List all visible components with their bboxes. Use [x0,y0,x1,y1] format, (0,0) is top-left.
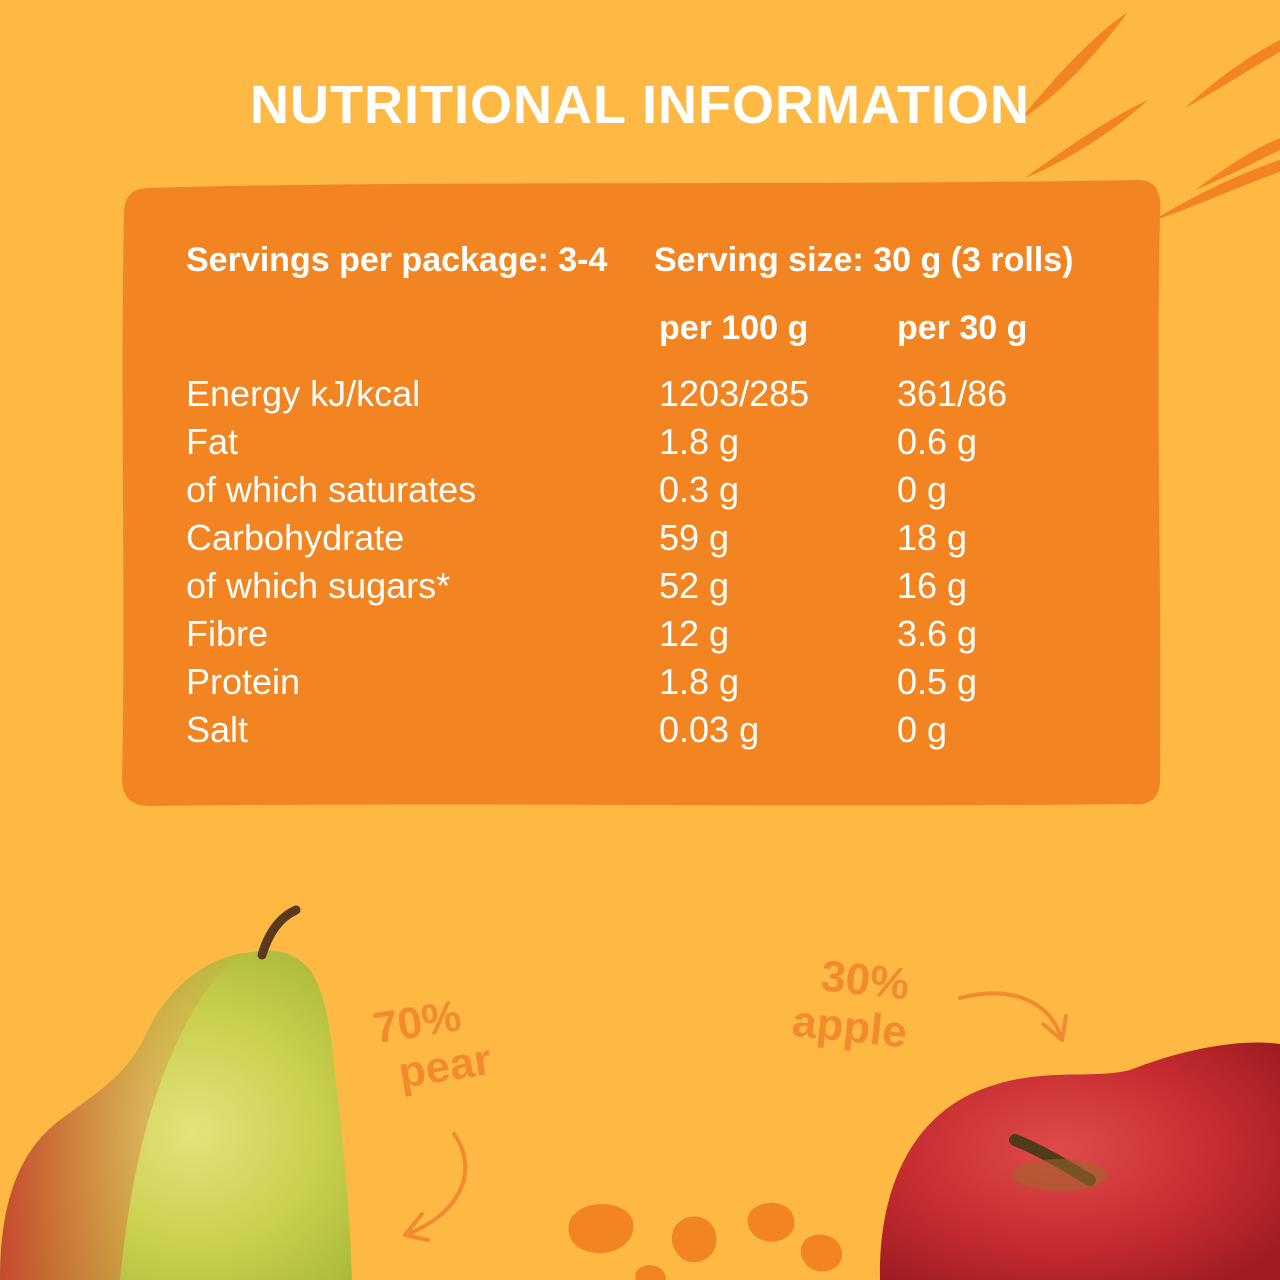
table-row: Fat 1.8 g 0.6 g [186,422,1106,470]
value-per-100g: 59 g [659,517,730,558]
pear-image [0,905,352,1280]
value-per-100g: 0.03 g [659,709,760,750]
value-per-100g: 52 g [659,565,730,606]
servings-per-package: Servings per package: 3-4 [186,241,608,279]
value-per-100g: 1.8 g [659,421,740,462]
value-per-100g: 12 g [659,613,730,654]
apple-percentage-label: 30% apple [789,950,914,1058]
value-per-30g: 0 g [897,469,948,510]
value-per-30g: 361/86 [897,373,1008,414]
nutrient-name: Fibre [186,613,269,654]
apple-image [879,1042,1280,1280]
table-row: Energy kJ/kcal 1203/285 361/86 [186,374,1106,422]
value-per-100g: 0.3 g [659,469,740,510]
value-per-30g: 16 g [897,565,968,606]
table-row: of which sugars* 52 g 16 g [186,566,1106,614]
nutrient-name: Energy kJ/kcal [186,373,421,414]
fruit-pieces-icon [568,1202,843,1280]
nutrient-name: of which saturates [186,469,477,510]
table-row: Fibre 12 g 3.6 g [186,614,1106,662]
value-per-30g: 0 g [897,709,948,750]
nutrient-name: Protein [186,661,301,702]
serving-size: Serving size: 30 g (3 rolls) [654,241,1074,279]
table-row: Protein 1.8 g 0.5 g [186,662,1106,710]
column-header-per-30g: per 30 g [897,309,1028,347]
nutrient-name: of which sugars* [186,565,451,606]
nutrient-name: Fat [186,421,239,462]
arrow-icon [403,991,1068,1242]
value-per-30g: 0.5 g [897,661,978,702]
page-title: NUTRITIONAL INFORMATION [250,75,1030,135]
nutrient-name: Salt [186,709,249,750]
table-row: Salt 0.03 g 0 g [186,710,1106,758]
nutrition-panel: Servings per package: 3-4 Serving size: … [186,236,1106,766]
column-header-per-100g: per 100 g [659,309,809,347]
value-per-30g: 0.6 g [897,421,978,462]
nutrition-table: Energy kJ/kcal 1203/285 361/86 Fat 1.8 g… [186,374,1106,758]
value-per-30g: 18 g [897,517,968,558]
apple-name: apple [789,996,910,1058]
table-row: Carbohydrate 59 g 18 g [186,518,1106,566]
pear-percentage-label: 70% pear [370,989,495,1101]
value-per-100g: 1203/285 [659,373,810,414]
table-row: of which saturates 0.3 g 0 g [186,470,1106,518]
value-per-100g: 1.8 g [659,661,740,702]
nutrient-name: Carbohydrate [186,517,405,558]
value-per-30g: 3.6 g [897,613,978,654]
